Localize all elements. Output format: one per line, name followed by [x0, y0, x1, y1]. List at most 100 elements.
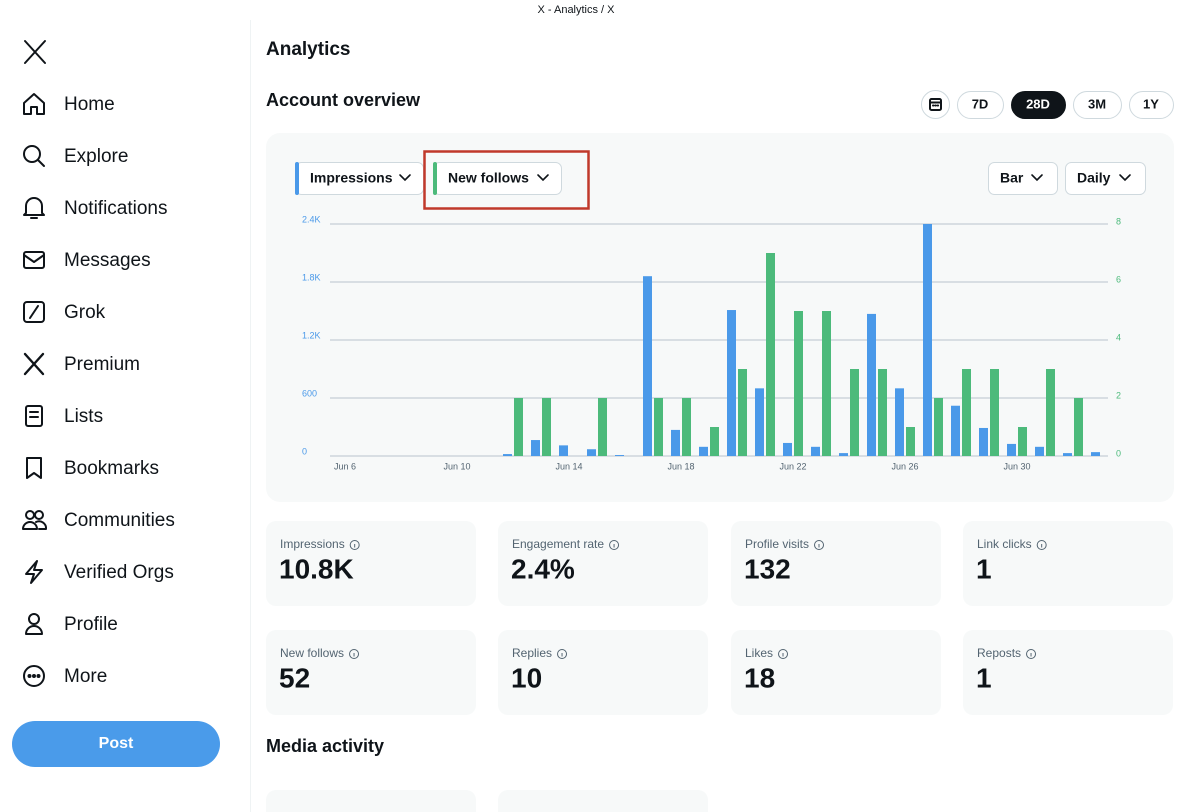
stat-label: Likes: [745, 646, 773, 660]
bar: [531, 440, 540, 456]
info-icon: [557, 649, 568, 659]
range-label: 1Y: [1143, 96, 1159, 111]
lists-icon: [25, 405, 43, 427]
nav-item[interactable]: More: [64, 666, 107, 687]
envelope-flap: [23, 254, 45, 263]
home-icon: [23, 93, 45, 115]
nav-item[interactable]: Verified Orgs: [64, 562, 174, 583]
nav-item[interactable]: Home: [64, 94, 115, 115]
series-swatch: [433, 162, 437, 195]
people-bodies: [22, 520, 48, 530]
premium-icon: [23, 352, 45, 376]
stat-card: [498, 521, 708, 606]
bar: [878, 369, 887, 456]
chart-menu[interactable]: [988, 162, 1058, 195]
x-logo[interactable]: [24, 40, 46, 64]
post-button-label: Post: [99, 735, 134, 752]
info-icon: [349, 649, 360, 659]
bar: [727, 310, 736, 456]
range-button[interactable]: [1011, 91, 1066, 119]
chart-menu[interactable]: [1065, 162, 1146, 195]
media-card: [498, 790, 708, 812]
info-icon: [814, 540, 825, 550]
chevron: [1031, 174, 1043, 182]
dot: [27, 674, 32, 678]
y-tick-label: 0: [302, 446, 307, 456]
nav-item[interactable]: Grok: [64, 302, 106, 323]
bar: [895, 388, 904, 456]
bookmark-icon: [26, 457, 42, 479]
nav-item[interactable]: Bookmarks: [64, 458, 159, 479]
y-tick-label: 600: [302, 388, 317, 398]
bar: [598, 398, 607, 456]
nav-item[interactable]: Explore: [64, 146, 128, 167]
nav-item[interactable]: Lists: [64, 406, 103, 427]
chart-menu-label: Bar: [1000, 170, 1024, 186]
y2-tick-label: 2: [1116, 390, 1121, 400]
post-button[interactable]: [12, 721, 220, 767]
series-name: New follows: [448, 170, 529, 186]
chevron: [537, 174, 549, 182]
bar: [906, 427, 915, 456]
y2-tick-label: 0: [1116, 448, 1121, 458]
stat-value: 1: [976, 662, 992, 693]
grok-box: [23, 301, 45, 323]
bar: [671, 429, 680, 456]
stat-label: Replies: [512, 646, 552, 660]
bar: [934, 398, 943, 456]
info-icon: [1026, 649, 1037, 659]
nav-item[interactable]: Notifications: [64, 198, 168, 219]
bar: [850, 369, 859, 456]
bar: [811, 446, 820, 456]
x-tick-label: Jun 26: [891, 461, 918, 471]
profile-head: [28, 613, 40, 625]
grok-slash: [29, 305, 39, 319]
bar: [710, 427, 719, 456]
more-icon: [23, 665, 45, 687]
stat-card: [731, 630, 941, 715]
x-tick-label: Jun 6: [334, 461, 356, 471]
range-button[interactable]: [1073, 91, 1122, 119]
x-tick-label: Jun 18: [667, 461, 694, 471]
bar: [766, 253, 775, 456]
chart: Impressions New follows Bar Daily 0 600 1.2K 1.…: [295, 162, 1146, 471]
range-label: 3M: [1088, 96, 1106, 111]
stat-label: Reposts: [977, 646, 1021, 660]
lists-page: [25, 405, 43, 427]
stat-label: Engagement rate: [512, 537, 604, 551]
bar: [990, 369, 999, 456]
bar: [951, 405, 960, 456]
profile-body: [25, 625, 43, 635]
section-title: Account overview: [266, 90, 421, 110]
bar: [682, 398, 691, 456]
nav-item[interactable]: Messages: [64, 250, 151, 271]
y-tick-label: 1.2K: [302, 330, 321, 340]
nav-item[interactable]: Premium: [64, 354, 140, 375]
nav-icons: [22, 93, 48, 687]
bar: [643, 276, 652, 456]
bar: [738, 369, 747, 456]
bar: [822, 311, 831, 456]
chart-panel: [266, 133, 1174, 502]
stat-label: New follows: [280, 646, 344, 660]
bar: [615, 455, 624, 456]
nav-item[interactable]: Profile: [64, 614, 118, 635]
range-button[interactable]: [1129, 91, 1174, 119]
range-button[interactable]: [957, 91, 1004, 119]
stat-card: [498, 630, 708, 715]
series-swatch: [295, 162, 299, 195]
stat-label: Profile visits: [745, 537, 809, 551]
bar: [839, 453, 848, 456]
series-name: Impressions: [310, 170, 393, 186]
bar: [755, 388, 764, 456]
bar: [699, 446, 708, 456]
bar: [1046, 369, 1055, 456]
x-tick-label: Jun 22: [779, 461, 806, 471]
bar: [783, 442, 792, 456]
nav-item[interactable]: Communities: [64, 510, 175, 531]
verified-orgs-icon: [25, 560, 43, 584]
stat-value: 52: [279, 662, 310, 693]
stat-card: [963, 521, 1173, 606]
messages-icon: [23, 251, 45, 269]
bell-icon: [23, 197, 45, 219]
